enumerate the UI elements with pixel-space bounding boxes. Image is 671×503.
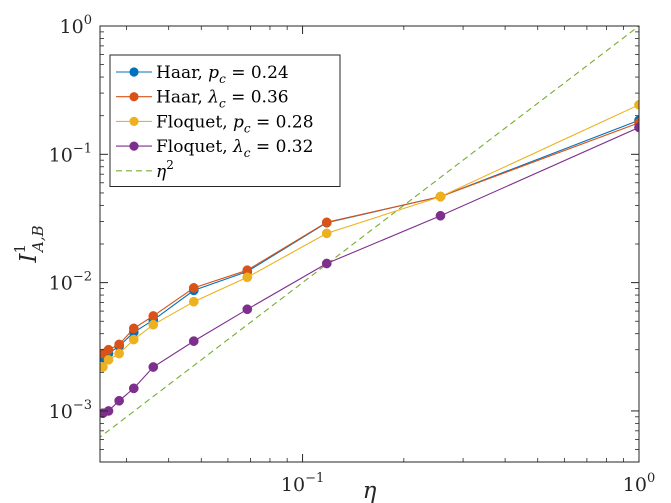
- data-point: [321, 228, 332, 239]
- legend-label: Floquet, pc = 0.28: [156, 112, 314, 135]
- data-point: [634, 122, 639, 133]
- reference-line: [100, 26, 639, 438]
- x-tick-label-base: 10: [623, 474, 647, 496]
- legend-label-value: = 0.28: [251, 112, 314, 132]
- legend-label-prefix: Floquet,: [156, 112, 233, 132]
- legend-label: Haar, λc = 0.36: [156, 88, 289, 111]
- data-point: [242, 272, 253, 283]
- series-3: [100, 99, 639, 372]
- legend-label-symbol: p: [208, 63, 219, 83]
- y-tick-label: 10−2: [49, 270, 92, 295]
- x-axis-label: η: [363, 478, 377, 503]
- y-tick-label-exponent: −1: [73, 141, 92, 156]
- data-point: [148, 362, 159, 372]
- legend-label: Floquet, λc = 0.32: [156, 137, 313, 160]
- data-point: [188, 296, 199, 307]
- legend-item: Floquet, pc = 0.28: [116, 112, 314, 135]
- y-tick-label-base: 10: [60, 16, 84, 38]
- y-tick-label: 10−1: [49, 141, 92, 166]
- data-point: [128, 383, 139, 394]
- legend-label-value: = 0.36: [226, 88, 289, 108]
- data-point: [114, 348, 124, 359]
- legend-swatch-marker: [129, 116, 139, 126]
- legend-swatch-marker: [129, 141, 139, 151]
- legend-label-subscript: c: [219, 72, 226, 86]
- data-point: [435, 210, 446, 221]
- data-point: [634, 99, 639, 110]
- y-tick-label-base: 10: [49, 401, 73, 423]
- y-axis-label-base: I: [16, 253, 42, 264]
- legend-label-value: = 0.24: [226, 63, 289, 83]
- y-axis-label-superscript: 1: [11, 244, 29, 254]
- data-point: [128, 334, 139, 345]
- legend-item: Haar, λc = 0.36: [116, 88, 289, 111]
- data-point: [128, 323, 139, 334]
- data-point: [100, 362, 108, 372]
- legend-label-prefix: Haar,: [156, 63, 208, 83]
- legend-swatch-marker: [129, 92, 139, 102]
- x-tick-label: 10−1: [281, 471, 324, 496]
- legend-label-symbol: η: [156, 162, 167, 182]
- y-axis-label-subscript: A,B: [29, 225, 47, 254]
- legend-label: η2: [156, 158, 174, 182]
- y-tick-label: 10−3: [49, 398, 92, 423]
- legend-label-value: = 0.32: [251, 137, 314, 157]
- data-point: [435, 191, 446, 202]
- legend-label-subscript: c: [219, 97, 226, 111]
- x-tick-label-base: 10: [281, 474, 305, 496]
- data-point: [321, 258, 332, 269]
- data-point: [114, 339, 124, 350]
- x-tick-label-exponent: −1: [305, 471, 324, 486]
- data-point: [103, 355, 114, 365]
- series-4: [100, 122, 639, 419]
- x-tick-label-exponent: 0: [647, 471, 655, 486]
- y-tick-label-exponent: −2: [73, 270, 92, 285]
- legend-label-subscript: c: [244, 121, 251, 135]
- y-tick-label-exponent: −3: [73, 398, 92, 413]
- series-5: [100, 26, 639, 438]
- legend-label: Haar, pc = 0.24: [156, 63, 289, 86]
- legend-label-symbol: p: [233, 112, 244, 132]
- legend-label-subscript: c: [244, 146, 251, 160]
- data-point: [148, 311, 159, 321]
- legend-label-symbol: λ: [207, 88, 219, 108]
- legend-item: Haar, pc = 0.24: [116, 63, 289, 86]
- legend-swatch-marker: [129, 67, 139, 77]
- legend-label-prefix: Floquet,: [156, 137, 233, 157]
- legend-label-prefix: Haar,: [156, 88, 208, 108]
- y-axis-label: I1A,B: [11, 225, 47, 263]
- y-tick-label-exponent: 0: [84, 13, 92, 28]
- data-point: [321, 217, 332, 228]
- x-tick-label: 100: [623, 471, 655, 496]
- y-tick-label-base: 10: [49, 273, 73, 295]
- y-tick-label: 100: [60, 13, 92, 38]
- data-point: [103, 344, 114, 355]
- data-point: [148, 319, 159, 330]
- legend-label-symbol: λ: [232, 137, 244, 157]
- data-point: [188, 336, 199, 346]
- legend-box: [109, 54, 341, 187]
- y-tick-label-base: 10: [49, 144, 73, 166]
- legend-label-superscript: 2: [166, 158, 174, 172]
- legend-item: η2: [116, 158, 174, 182]
- series-line: [102, 104, 639, 368]
- data-point: [114, 395, 124, 406]
- data-point: [242, 304, 253, 315]
- legend-item: Floquet, λc = 0.32: [116, 137, 313, 160]
- data-point: [188, 283, 199, 293]
- plot-area: [100, 26, 639, 438]
- plot-content: [100, 26, 639, 438]
- series-line: [102, 122, 639, 355]
- series-line: [102, 126, 639, 414]
